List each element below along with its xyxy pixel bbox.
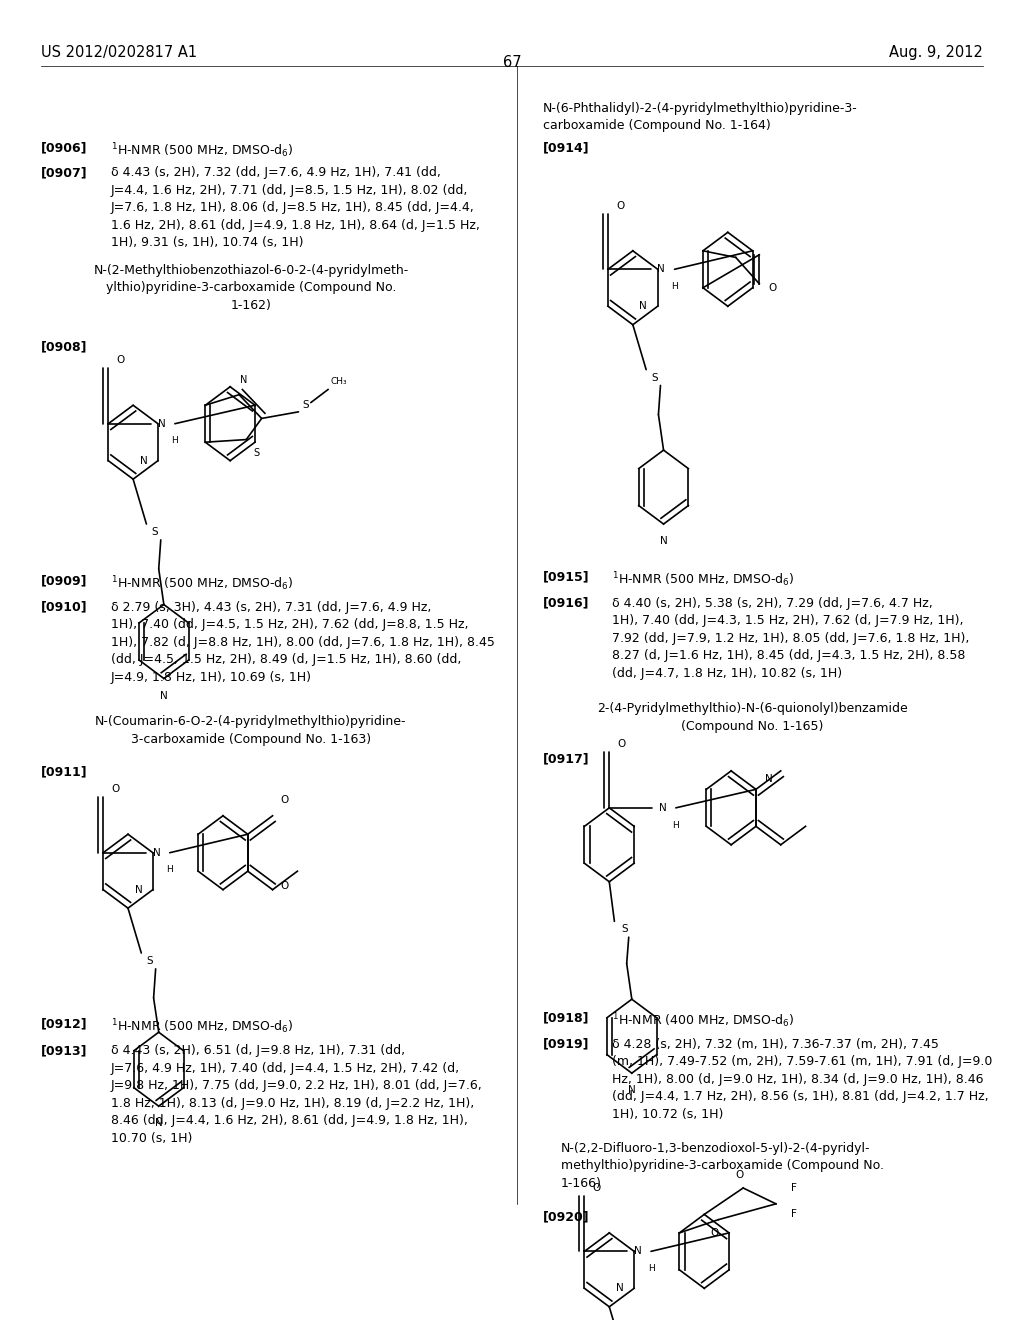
- Text: 2-(4-Pyridylmethylthio)-N-(6-quionolyl)benzamide
(Compound No. 1-165): 2-(4-Pyridylmethylthio)-N-(6-quionolyl)b…: [597, 702, 908, 733]
- Text: O: O: [281, 795, 289, 805]
- Text: δ 4.43 (s, 2H), 7.32 (dd, J=7.6, 4.9 Hz, 1H), 7.41 (dd,
J=4.4, 1.6 Hz, 2H), 7.71: δ 4.43 (s, 2H), 7.32 (dd, J=7.6, 4.9 Hz,…: [111, 166, 479, 249]
- Text: δ 4.28 (s, 2H), 7.32 (m, 1H), 7.36-7.37 (m, 2H), 7.45
(m, 1H), 7.49-7.52 (m, 2H): δ 4.28 (s, 2H), 7.32 (m, 1H), 7.36-7.37 …: [612, 1038, 992, 1121]
- Text: N: N: [639, 301, 647, 312]
- Text: [0918]: [0918]: [543, 1011, 589, 1024]
- Text: $^1$H-NMR (500 MHz, DMSO-d$_6$): $^1$H-NMR (500 MHz, DMSO-d$_6$): [111, 574, 293, 593]
- Text: F: F: [792, 1209, 798, 1220]
- Text: [0908]: [0908]: [41, 341, 87, 354]
- Text: N: N: [634, 1246, 642, 1257]
- Text: [0920]: [0920]: [543, 1210, 590, 1224]
- Text: H: H: [171, 437, 178, 445]
- Text: H: H: [673, 821, 679, 829]
- Text: F: F: [792, 1183, 798, 1193]
- Text: N: N: [240, 375, 247, 385]
- Text: O: O: [710, 1228, 719, 1238]
- Text: δ 2.79 (s, 3H), 4.43 (s, 2H), 7.31 (dd, J=7.6, 4.9 Hz,
1H), 7.40 (dd, J=4.5, 1.5: δ 2.79 (s, 3H), 4.43 (s, 2H), 7.31 (dd, …: [111, 601, 495, 684]
- Text: N: N: [160, 690, 168, 701]
- Text: N-(2,2-Difluoro-1,3-benzodioxol-5-yl)-2-(4-pyridyl-
methylthio)pyridine-3-carbox: N-(2,2-Difluoro-1,3-benzodioxol-5-yl)-2-…: [561, 1142, 884, 1189]
- Text: [0913]: [0913]: [41, 1044, 87, 1057]
- Text: [0909]: [0909]: [41, 574, 87, 587]
- Text: S: S: [302, 400, 309, 411]
- Text: O: O: [617, 739, 626, 750]
- Text: S: S: [152, 527, 158, 537]
- Text: N: N: [657, 264, 666, 275]
- Text: N: N: [615, 1283, 624, 1294]
- Text: CH₃: CH₃: [330, 378, 347, 385]
- Text: N: N: [658, 803, 667, 813]
- Text: $^1$H-NMR (400 MHz, DMSO-d$_6$): $^1$H-NMR (400 MHz, DMSO-d$_6$): [612, 1011, 795, 1030]
- Text: O: O: [281, 880, 289, 891]
- Text: H: H: [647, 1265, 654, 1272]
- Text: [0912]: [0912]: [41, 1018, 88, 1031]
- Text: δ 4.43 (s, 2H), 6.51 (d, J=9.8 Hz, 1H), 7.31 (dd,
J=7.6, 4.9 Hz, 1H), 7.40 (dd, : δ 4.43 (s, 2H), 6.51 (d, J=9.8 Hz, 1H), …: [111, 1044, 482, 1144]
- Text: [0907]: [0907]: [41, 166, 88, 180]
- Text: N: N: [158, 418, 166, 429]
- Text: [0910]: [0910]: [41, 601, 88, 614]
- Text: δ 4.40 (s, 2H), 5.38 (s, 2H), 7.29 (dd, J=7.6, 4.7 Hz,
1H), 7.40 (dd, J=4.3, 1.5: δ 4.40 (s, 2H), 5.38 (s, 2H), 7.29 (dd, …: [612, 597, 970, 680]
- Text: O: O: [735, 1170, 743, 1180]
- Text: US 2012/0202817 A1: US 2012/0202817 A1: [41, 45, 197, 59]
- Text: O: O: [768, 282, 777, 293]
- Text: S: S: [651, 372, 657, 383]
- Text: $^1$H-NMR (500 MHz, DMSO-d$_6$): $^1$H-NMR (500 MHz, DMSO-d$_6$): [111, 141, 293, 160]
- Text: N: N: [765, 774, 773, 784]
- Text: N: N: [153, 847, 161, 858]
- Text: O: O: [593, 1183, 601, 1193]
- Text: [0906]: [0906]: [41, 141, 87, 154]
- Text: [0914]: [0914]: [543, 141, 590, 154]
- Text: N-(Coumarin-6-O-2-(4-pyridylmethylthio)pyridine-
3-carboxamide (Compound No. 1-1: N-(Coumarin-6-O-2-(4-pyridylmethylthio)p…: [95, 715, 407, 746]
- Text: S: S: [146, 956, 153, 966]
- Text: [0919]: [0919]: [543, 1038, 589, 1051]
- Text: $^1$H-NMR (500 MHz, DMSO-d$_6$): $^1$H-NMR (500 MHz, DMSO-d$_6$): [111, 1018, 293, 1036]
- Text: S: S: [622, 924, 628, 935]
- Text: N: N: [134, 884, 142, 895]
- Text: N-(2-Methylthiobenzothiazol-6-0-2-(4-pyridylmeth-
ylthio)pyridine-3-carboxamide : N-(2-Methylthiobenzothiazol-6-0-2-(4-pyr…: [93, 264, 409, 312]
- Text: [0917]: [0917]: [543, 752, 590, 766]
- Text: $^1$H-NMR (500 MHz, DMSO-d$_6$): $^1$H-NMR (500 MHz, DMSO-d$_6$): [612, 570, 795, 589]
- Text: O: O: [117, 355, 125, 366]
- Text: N: N: [155, 1118, 163, 1129]
- Text: H: H: [166, 866, 173, 874]
- Text: 67: 67: [503, 55, 521, 70]
- Text: N: N: [659, 536, 668, 546]
- Text: S: S: [254, 447, 259, 458]
- Text: [0911]: [0911]: [41, 766, 88, 779]
- Text: H: H: [671, 282, 678, 290]
- Text: O: O: [616, 201, 625, 211]
- Text: N-(6-Phthalidyl)-2-(4-pyridylmethylthio)pyridine-3-
carboxamide (Compound No. 1-: N-(6-Phthalidyl)-2-(4-pyridylmethylthio)…: [543, 102, 857, 132]
- Text: O: O: [112, 784, 120, 795]
- Text: N: N: [139, 455, 147, 466]
- Text: Aug. 9, 2012: Aug. 9, 2012: [889, 45, 983, 59]
- Text: N: N: [628, 1085, 636, 1096]
- Text: [0916]: [0916]: [543, 597, 589, 610]
- Text: [0915]: [0915]: [543, 570, 590, 583]
